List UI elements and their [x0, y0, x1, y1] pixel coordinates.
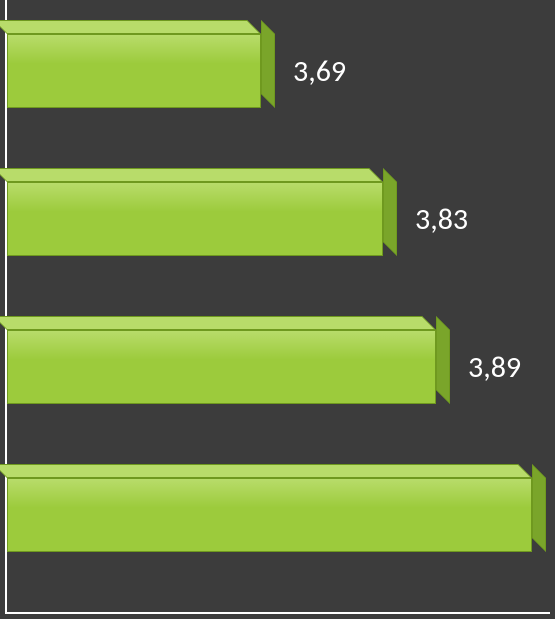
bar	[7, 316, 450, 404]
bar-chart: 3,69 3,83 3,89	[0, 0, 555, 619]
bar-front-face	[7, 34, 261, 108]
bar-right-face	[383, 168, 397, 256]
bar-value-label: 3,83	[415, 201, 468, 238]
bar-top-face	[0, 464, 532, 478]
bar-right-face	[261, 20, 275, 108]
bar	[7, 464, 546, 552]
bar-right-face	[532, 464, 546, 552]
bar-front-face	[7, 478, 532, 552]
bar	[7, 168, 397, 256]
bar-right-face	[436, 316, 450, 404]
bar-value-label: 3,69	[293, 53, 346, 90]
bar-top-face	[0, 316, 436, 330]
bar-top-face	[0, 20, 261, 34]
bar-front-face	[7, 182, 383, 256]
bar	[7, 20, 275, 108]
bar-value-label: 3,89	[468, 349, 521, 386]
bar-top-face	[0, 168, 383, 182]
bar-front-face	[7, 330, 436, 404]
x-axis	[5, 612, 550, 614]
